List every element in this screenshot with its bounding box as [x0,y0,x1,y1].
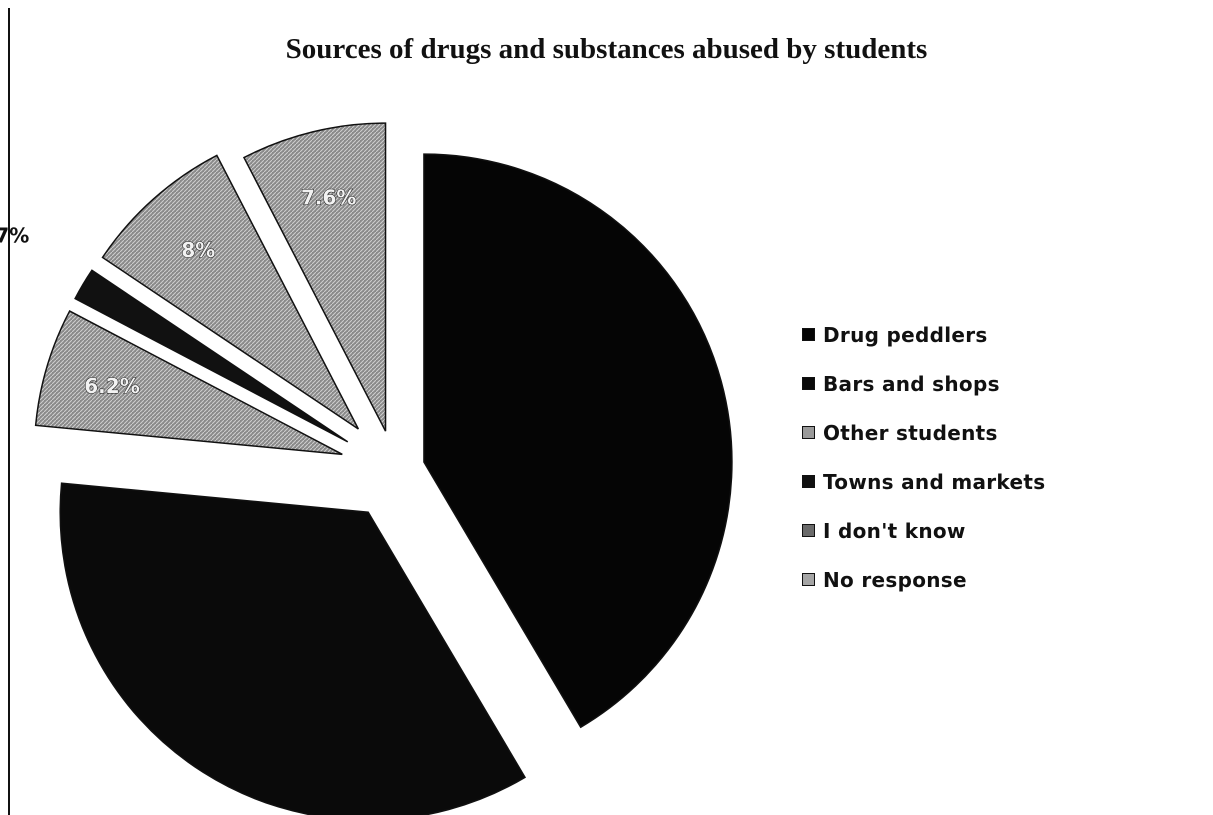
data-label-i-don-t-know: 8% [181,238,215,262]
pie-slice-i-don-t-know [101,154,360,430]
pie-data-labels: 6.2% 1.7% 8% 7.6% [0,185,357,398]
legend-item-other-students: Other students [802,408,1045,457]
data-label-other-students: 6.2% [84,374,139,398]
legend-swatch [802,524,815,537]
pie-slice-other-students [34,310,343,456]
pie-slice-towns-and-markets [74,269,349,443]
pie-slices [34,122,733,815]
legend-label: Other students [823,420,998,445]
data-label-towns-and-markets: 1.7% [0,224,29,248]
pie-slice-no-response [242,122,387,432]
legend-item-drug-peddlers: Drug peddlers [802,310,1045,359]
legend-label: Towns and markets [823,469,1046,494]
chart-title: Sources of drugs and substances abused b… [285,33,928,65]
legend: Drug peddlers Bars and shops Other stude… [802,310,1045,604]
legend-label: Drug peddlers [823,322,988,347]
frame-left-border [8,8,10,815]
data-label-no-response: 7.6% [301,186,356,210]
legend-swatch [802,426,815,439]
legend-item-no-response: No response [802,555,1045,604]
legend-label: Bars and shops [823,371,1000,396]
legend-label: I don't know [823,518,966,543]
legend-item-i-dont-know: I don't know [802,506,1045,555]
legend-swatch [802,573,815,586]
legend-swatch [802,328,815,341]
pie-slice-drug-peddlers [423,153,733,729]
legend-label: No response [823,567,967,592]
legend-item-bars-and-shops: Bars and shops [802,359,1045,408]
legend-swatch [802,377,815,390]
legend-swatch [802,475,815,488]
legend-item-towns-and-markets: Towns and markets [802,457,1045,506]
pie-slice-bars-and-shops [59,482,527,815]
